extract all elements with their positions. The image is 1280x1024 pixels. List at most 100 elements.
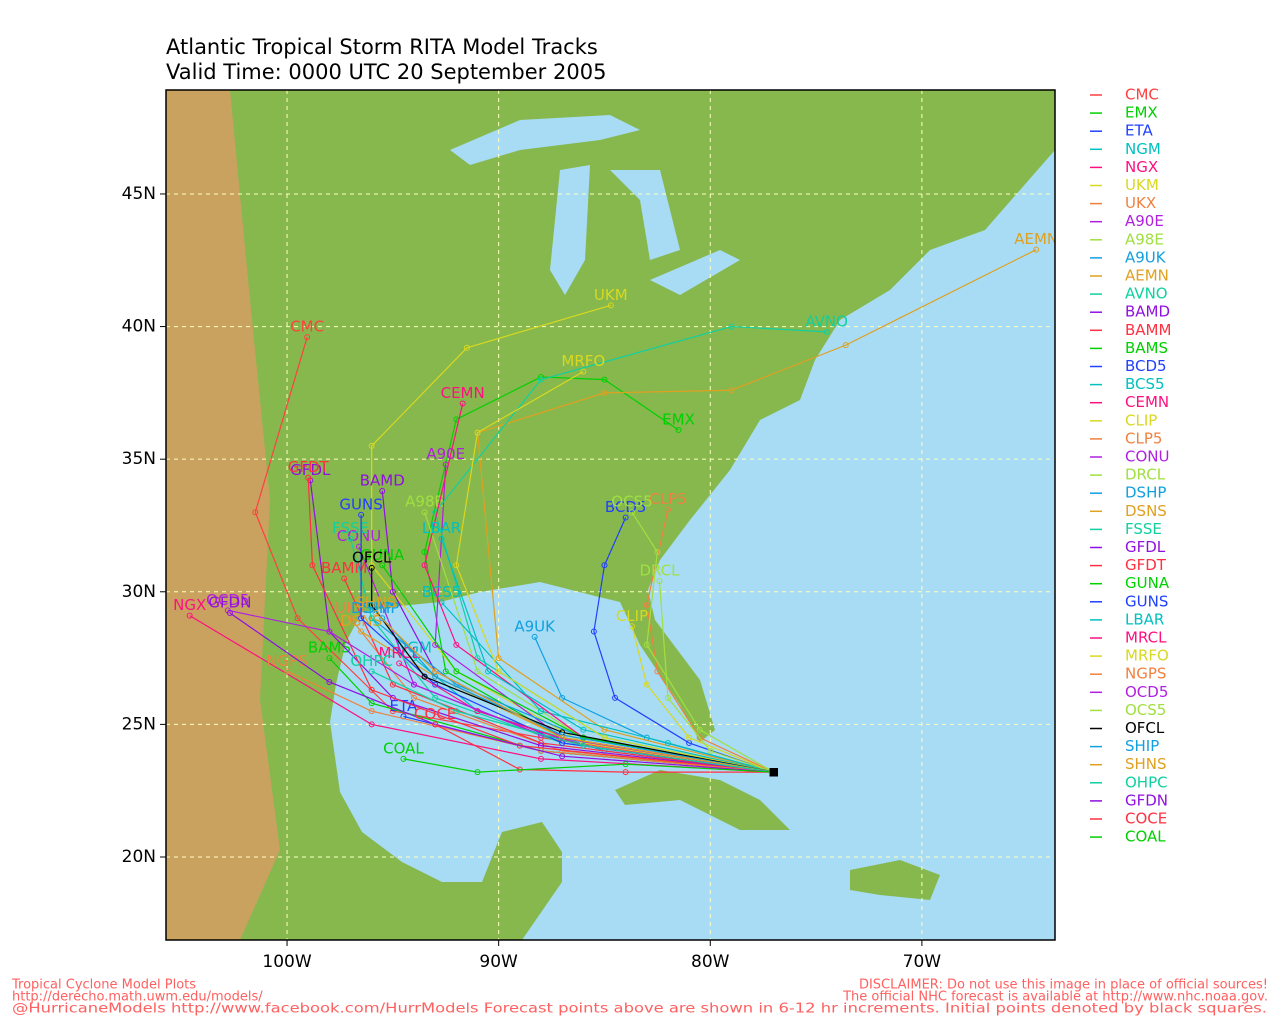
track-label: LBAR — [422, 519, 461, 537]
legend-label: DRCL — [1125, 466, 1166, 484]
lake — [550, 165, 590, 295]
track-point — [421, 562, 428, 569]
track-label: GFDT — [288, 458, 330, 476]
track-point — [622, 769, 629, 776]
track-point — [474, 769, 481, 776]
legend-label: SHNS — [1125, 755, 1167, 773]
legend-label: NGM — [1125, 140, 1161, 158]
legend-label: BAMD — [1125, 303, 1170, 321]
track-point — [612, 694, 619, 701]
track-point — [368, 700, 375, 707]
track-point — [607, 302, 614, 309]
track-line — [286, 670, 774, 773]
track-line — [434, 723, 774, 773]
y-tick-label: 35N — [122, 449, 156, 469]
legend-label: COAL — [1125, 828, 1166, 846]
track-point — [643, 641, 650, 648]
track-point — [656, 578, 663, 585]
legend-label: BAMM — [1125, 321, 1171, 339]
track-label: OCD5 — [206, 591, 249, 609]
track-label: CLIP — [616, 607, 648, 625]
track-point — [368, 668, 375, 675]
legend-label: COCE — [1125, 810, 1167, 828]
track-point — [601, 389, 608, 396]
track-point — [580, 726, 587, 733]
legend-label: OCS5 — [1125, 701, 1166, 719]
track-point — [664, 506, 671, 513]
track-label: NGX — [173, 596, 206, 614]
legend-label: BCS5 — [1125, 375, 1165, 393]
legend-label: MRCL — [1125, 629, 1167, 647]
track-point — [628, 509, 635, 516]
track-point — [622, 514, 629, 521]
track-point — [379, 487, 386, 494]
track-line — [646, 509, 775, 773]
track-label: UKM — [594, 286, 628, 304]
track-point — [842, 342, 849, 349]
track-line — [381, 617, 774, 773]
track-point — [368, 602, 375, 609]
x-tick-label: 70W — [903, 952, 942, 972]
track-point — [358, 615, 365, 622]
track-line — [441, 601, 774, 773]
track-line — [631, 626, 774, 773]
track-point — [728, 323, 735, 330]
track-point — [1033, 246, 1040, 253]
tracks: CMCEMXETANGMNGXUKMUKXA90EA98EA9UKAEMNAVN… — [173, 230, 1055, 777]
y-tick-label: 40N — [122, 317, 156, 337]
track-point — [474, 668, 481, 675]
track-point — [304, 334, 311, 341]
legend-label: CLP5 — [1125, 429, 1162, 447]
track-point — [372, 609, 379, 616]
track-point — [389, 588, 396, 595]
track-label: OHPC — [350, 652, 393, 670]
y-tick-label: 25N — [122, 714, 156, 734]
footer-text: @HurricaneModels http://www.facebook.com… — [12, 1002, 1267, 1017]
track-point — [453, 562, 460, 569]
track-label: UKX — [335, 599, 366, 617]
footer-text: DISCLAIMER: Do not use this image in pla… — [859, 978, 1268, 993]
legend-label: DSHP — [1125, 484, 1166, 502]
track-point — [411, 694, 418, 701]
track-point — [531, 633, 538, 640]
track-point — [379, 615, 386, 622]
x-tick-label: 80W — [691, 952, 730, 972]
legend-label: AVNO — [1125, 285, 1168, 303]
footer: Tropical Cyclone Model Plotshttp://derec… — [11, 978, 1268, 1017]
track-label: DRCL — [639, 562, 680, 580]
track-line — [375, 612, 774, 773]
track-point — [358, 628, 365, 635]
track-point — [252, 509, 259, 516]
track-point — [707, 747, 714, 754]
legend-label: AEMN — [1125, 267, 1169, 285]
legend-label: SHIP — [1125, 737, 1159, 755]
legend-label: UKX — [1125, 194, 1156, 212]
hispaniola — [850, 860, 940, 900]
y-tick-label: 20N — [122, 847, 156, 867]
track-point — [400, 755, 407, 762]
track-point — [823, 328, 830, 335]
legend-label: A90E — [1125, 212, 1164, 230]
track-label: BCS5 — [422, 583, 462, 601]
track-point — [432, 681, 439, 688]
track-point — [432, 721, 439, 728]
track-point — [654, 548, 661, 555]
track-point — [309, 562, 316, 569]
footer-text: Tropical Cyclone Model Plots — [11, 978, 196, 993]
track-line — [593, 517, 774, 773]
track-point — [432, 668, 439, 675]
track-point — [463, 344, 470, 351]
legend-label: EMX — [1125, 104, 1158, 122]
track-line — [307, 477, 774, 773]
track-point — [580, 742, 587, 749]
track-point — [696, 726, 703, 733]
track-point — [590, 628, 597, 635]
map-area: CMCEMXETANGMNGXUKMUKXA90EA98EA9UKAEMNAVN… — [166, 90, 1055, 940]
y-tick-label: 30N — [122, 582, 156, 602]
track-point — [559, 753, 566, 760]
track-point — [728, 387, 735, 394]
legend-label: CMC — [1125, 86, 1159, 104]
track-point — [537, 747, 544, 754]
track-point — [474, 429, 481, 436]
track-point — [368, 564, 375, 571]
